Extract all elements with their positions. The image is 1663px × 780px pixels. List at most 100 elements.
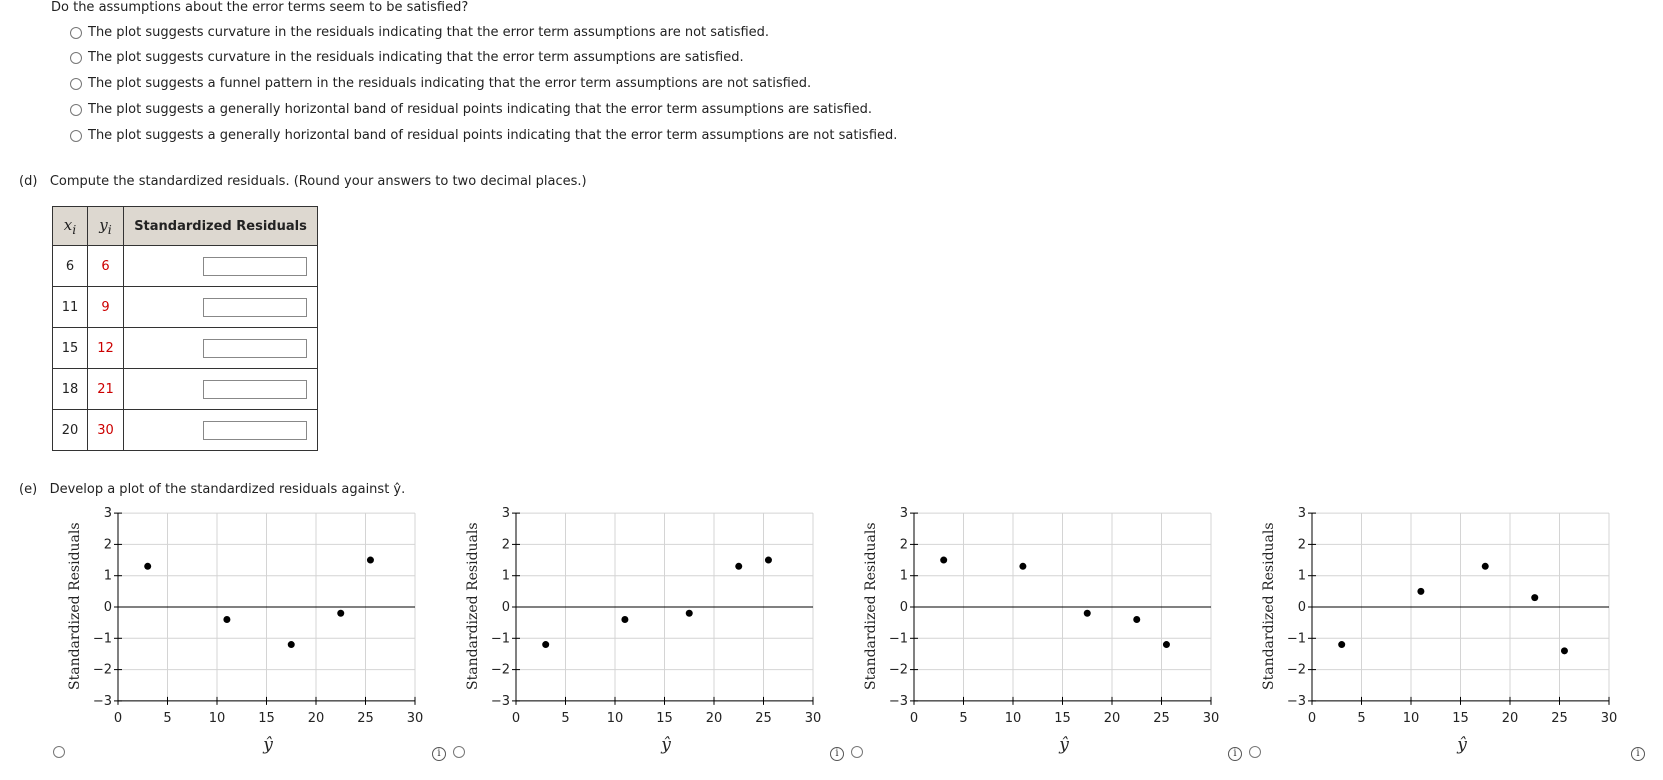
y-tick-label: −1 xyxy=(889,631,908,646)
x-tick-label: 15 xyxy=(258,711,275,726)
x-tick-label: 20 xyxy=(706,711,723,726)
radio-button[interactable] xyxy=(70,129,82,142)
x-cell: 18 xyxy=(52,368,88,410)
option-label: The plot suggests a generally horizontal… xyxy=(88,102,872,117)
data-point xyxy=(1133,616,1141,624)
chart-option-radio-1[interactable] xyxy=(53,746,65,758)
y-axis-label: Standardized Residuals xyxy=(863,522,879,690)
y-tick-label: 0 xyxy=(1298,600,1306,615)
radio-button[interactable] xyxy=(70,51,82,64)
option-1[interactable]: The plot suggests curvature in the resid… xyxy=(70,25,769,40)
data-point xyxy=(685,609,693,617)
y-tick-label: 0 xyxy=(502,600,510,615)
x-tick-label: 25 xyxy=(1551,711,1568,726)
x-cell: 11 xyxy=(52,286,88,328)
x-cell: 6 xyxy=(52,245,88,287)
residual-input[interactable] xyxy=(203,256,307,276)
x-axis-label: ŷ xyxy=(1058,735,1069,755)
radio-button[interactable] xyxy=(70,77,82,90)
x-tick-label: 15 xyxy=(1054,711,1071,726)
table-header-row: xi yi Standardized Residuals xyxy=(52,206,318,246)
y-tick-label: −2 xyxy=(93,663,112,678)
header-x: xi xyxy=(52,206,88,246)
x-tick-label: 5 xyxy=(561,711,569,726)
residual-input[interactable] xyxy=(203,420,307,440)
x-tick-label: 25 xyxy=(357,711,374,726)
x-tick-label: 20 xyxy=(1502,711,1519,726)
chart-option-radio-3[interactable] xyxy=(851,746,863,758)
header-y: yi xyxy=(87,206,124,246)
data-point xyxy=(1162,641,1170,649)
residual-input[interactable] xyxy=(203,338,307,358)
x-axis-label: ŷ xyxy=(1456,735,1467,755)
y-tick-label: −3 xyxy=(1287,694,1306,709)
y-tick-label: −1 xyxy=(1287,631,1306,646)
chart-option-radio-4[interactable] xyxy=(1249,746,1261,758)
y-tick-label: 2 xyxy=(502,537,510,552)
option-2[interactable]: The plot suggests curvature in the resid… xyxy=(70,50,744,65)
y-tick-label: −2 xyxy=(491,663,510,678)
info-icon[interactable]: i xyxy=(432,747,446,761)
header-standardized-residuals: Standardized Residuals xyxy=(123,206,318,246)
table-row: 6 6 xyxy=(52,245,318,287)
x-tick-label: 25 xyxy=(1153,711,1170,726)
x-tick-label: 0 xyxy=(114,711,122,726)
part-d-prompt: (d) Compute the standardized residuals. … xyxy=(19,174,587,189)
x-cell: 15 xyxy=(52,327,88,369)
info-icon[interactable]: i xyxy=(830,747,844,761)
y-tick-label: 1 xyxy=(1298,569,1306,584)
data-point xyxy=(1481,562,1489,570)
info-icon[interactable]: i xyxy=(1228,747,1242,761)
y-tick-label: 2 xyxy=(900,537,908,552)
y-tick-label: 3 xyxy=(900,506,908,521)
y-tick-label: −3 xyxy=(93,694,112,709)
radio-button[interactable] xyxy=(70,103,82,116)
option-3[interactable]: The plot suggests a funnel pattern in th… xyxy=(70,76,811,91)
y-tick-label: 3 xyxy=(104,506,112,521)
table-row: 18 21 xyxy=(52,368,318,410)
y-tick-label: −3 xyxy=(889,694,908,709)
y-axis-label: Standardized Residuals xyxy=(67,522,83,690)
option-label: The plot suggests curvature in the resid… xyxy=(88,50,744,65)
residual-cell xyxy=(123,245,318,287)
option-label: The plot suggests curvature in the resid… xyxy=(88,25,770,40)
y-cell: 21 xyxy=(87,368,124,410)
data-point xyxy=(366,556,374,564)
y-tick-label: 0 xyxy=(104,600,112,615)
data-point xyxy=(1560,647,1568,655)
y-tick-label: 3 xyxy=(502,506,510,521)
x-tick-label: 10 xyxy=(607,711,624,726)
data-point xyxy=(1338,641,1346,649)
x-cell: 20 xyxy=(52,409,88,451)
option-5[interactable]: The plot suggests a generally horizontal… xyxy=(70,128,897,143)
data-point xyxy=(1531,594,1539,602)
residual-cell xyxy=(123,286,318,328)
y-tick-label: 3 xyxy=(1298,506,1306,521)
data-point xyxy=(287,641,295,649)
standardized-residuals-table: xi yi Standardized Residuals 6 6 11 9 15… xyxy=(52,206,318,451)
y-tick-label: 1 xyxy=(900,569,908,584)
y-tick-label: −3 xyxy=(491,694,510,709)
data-point xyxy=(621,616,629,624)
data-point xyxy=(735,562,743,570)
info-icon[interactable]: i xyxy=(1631,747,1645,761)
residual-cell xyxy=(123,409,318,451)
table-row: 20 30 xyxy=(52,409,318,451)
residual-input[interactable] xyxy=(203,297,307,317)
y-tick-label: −1 xyxy=(93,631,112,646)
radio-button[interactable] xyxy=(70,26,82,39)
residual-input[interactable] xyxy=(203,379,307,399)
option-label: The plot suggests a generally horizontal… xyxy=(88,128,898,143)
part-d-label: (d) xyxy=(19,174,38,189)
y-cell: 12 xyxy=(87,327,124,369)
x-tick-label: 0 xyxy=(512,711,520,726)
part-d-text: Compute the standardized residuals. (Rou… xyxy=(49,174,587,189)
y-tick-label: 1 xyxy=(502,569,510,584)
chart-option-radio-2[interactable] xyxy=(453,746,465,758)
x-tick-label: 30 xyxy=(805,711,822,726)
data-point xyxy=(1417,587,1425,595)
data-point xyxy=(542,641,550,649)
option-4[interactable]: The plot suggests a generally horizontal… xyxy=(70,102,872,117)
y-tick-label: 2 xyxy=(1298,537,1306,552)
x-tick-label: 10 xyxy=(1005,711,1022,726)
